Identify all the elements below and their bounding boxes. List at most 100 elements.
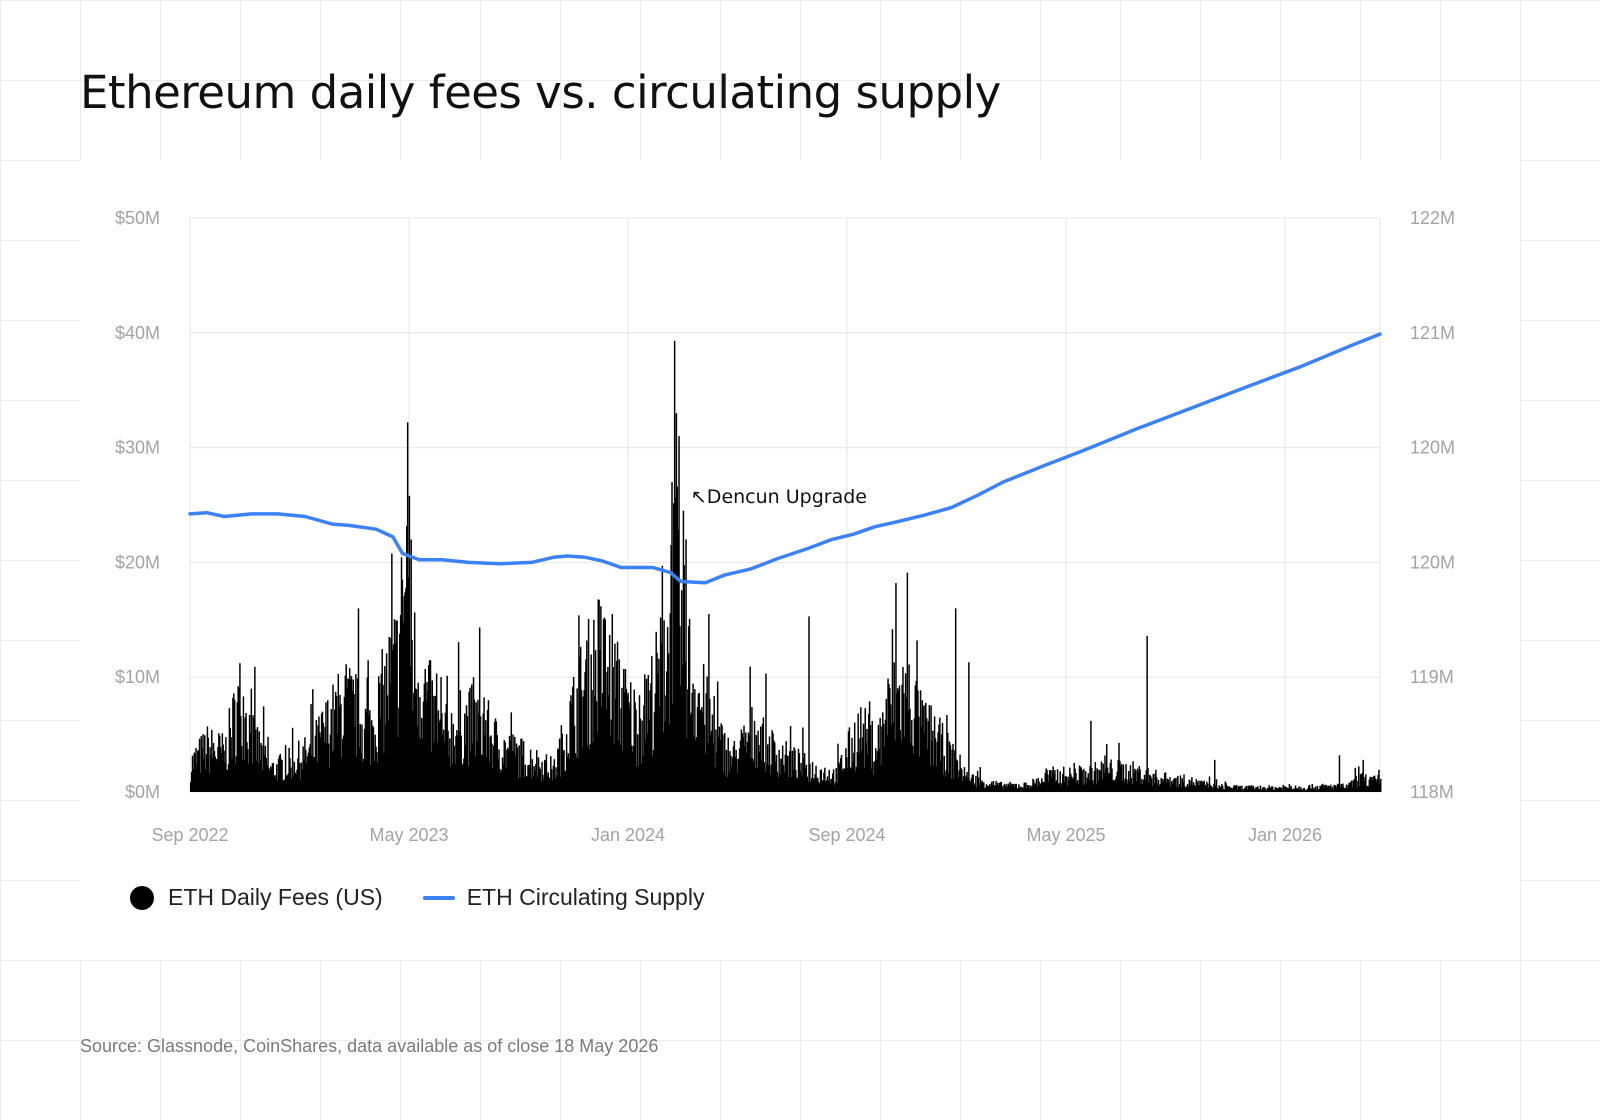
fee-bar: [575, 757, 578, 792]
fee-bar: [1120, 763, 1123, 792]
fee-bar: [1360, 774, 1363, 792]
fee-bar: [1295, 788, 1298, 792]
fee-bar: [1043, 782, 1046, 792]
fee-bar: [914, 685, 917, 792]
fee-bar: [298, 740, 300, 792]
fee-bar: [1303, 787, 1306, 792]
fee-bar: [799, 771, 801, 792]
fee-bar: [1047, 774, 1049, 792]
fee-bar: [338, 707, 340, 792]
fee-bar: [1338, 755, 1341, 792]
fee-bar: [896, 693, 898, 792]
fee-bar: [370, 765, 372, 792]
fee-bar: [910, 742, 912, 792]
fee-bar: [355, 756, 358, 792]
fee-bar: [1098, 769, 1101, 792]
fee-bar: [682, 510, 685, 792]
fee-bar: [1254, 789, 1256, 792]
fee-bar: [849, 767, 852, 792]
fee-bar: [373, 760, 376, 792]
fee-bar: [732, 746, 735, 792]
fee-bar: [816, 777, 818, 792]
fee-bar: [1137, 772, 1140, 792]
fee-bar: [615, 698, 617, 792]
fee-bar: [907, 709, 909, 792]
fee-bar: [506, 749, 508, 792]
fee-bar: [986, 785, 989, 792]
fee-bar: [944, 776, 946, 792]
fee-bar: [1361, 772, 1364, 792]
fee-bar: [1065, 776, 1068, 792]
fee-bar: [1090, 720, 1092, 792]
fee-bar: [949, 744, 952, 792]
fee-bar: [1005, 784, 1008, 792]
fee-bar: [591, 689, 593, 792]
fee-bar: [1178, 784, 1181, 792]
fee-bar: [384, 666, 386, 792]
fee-bar: [1290, 785, 1292, 792]
fee-bar: [957, 777, 960, 792]
fee-bar: [856, 752, 859, 792]
fee-bar: [1174, 778, 1176, 792]
fee-bar: [1326, 787, 1328, 792]
fee-bar: [1201, 782, 1204, 792]
fee-bar: [1012, 783, 1015, 792]
fee-bar: [428, 660, 431, 792]
fee-bar: [1131, 784, 1133, 792]
fee-bar: [1228, 787, 1230, 792]
fee-bar: [825, 780, 828, 792]
fee-bar: [1031, 785, 1033, 792]
fee-bar: [696, 707, 699, 792]
fee-bar: [873, 761, 875, 792]
fee-bar: [733, 740, 736, 792]
fee-bar: [831, 778, 833, 792]
fee-bar: [269, 766, 272, 792]
fee-bar: [855, 766, 858, 792]
fee-bar: [1124, 778, 1126, 792]
fee-bar: [1279, 788, 1282, 792]
fee-bar: [551, 780, 554, 792]
fee-bar: [590, 654, 592, 792]
fee-bar: [559, 776, 562, 792]
fee-bar: [196, 764, 198, 792]
fee-bar: [1241, 785, 1243, 792]
fee-bar: [495, 721, 498, 792]
fee-bar: [255, 760, 258, 792]
fee-bar: [312, 757, 315, 792]
y-left-tick-label: $20M: [115, 552, 160, 572]
fee-bar: [1357, 780, 1359, 792]
fee-bar: [867, 754, 869, 792]
fee-bar: [931, 740, 933, 792]
fee-bar: [1334, 785, 1336, 792]
fee-bar: [647, 675, 650, 792]
fee-bar: [276, 764, 278, 792]
fee-bar: [221, 733, 224, 792]
fee-bar: [1186, 784, 1189, 792]
fee-bar: [934, 738, 937, 792]
fee-bar: [283, 779, 285, 792]
fee-bar: [1133, 773, 1135, 792]
fee-bar: [532, 775, 534, 792]
fee-bar: [947, 773, 950, 792]
fee-bar: [983, 788, 986, 792]
fee-bar: [406, 422, 409, 792]
fee-bar: [212, 743, 215, 792]
fee-bar: [705, 693, 707, 792]
fee-bar: [1127, 783, 1129, 792]
fee-bar: [858, 753, 860, 792]
fee-bar: [808, 616, 810, 792]
fee-bar: [787, 755, 789, 792]
fee-bar: [719, 740, 722, 792]
fee-bar: [253, 718, 255, 792]
fee-bar: [457, 642, 460, 792]
fee-bar: [675, 413, 678, 792]
fee-bar: [795, 777, 798, 792]
fee-bar: [219, 747, 222, 792]
fee-bar: [821, 780, 823, 792]
fee-bar: [1235, 784, 1238, 792]
fee-bar: [707, 742, 709, 792]
fee-bar: [437, 710, 440, 792]
fee-bar: [529, 749, 532, 792]
fee-bar: [1054, 769, 1056, 792]
fee-bar: [1231, 789, 1234, 792]
